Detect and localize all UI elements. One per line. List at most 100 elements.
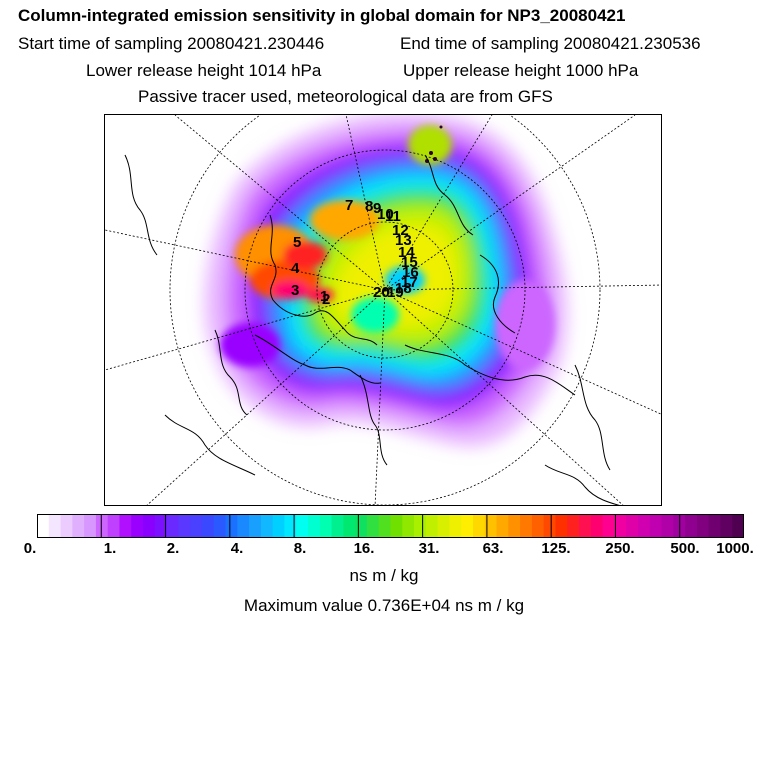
colorbar-tick-label: 1000. bbox=[716, 540, 754, 557]
colorbar-swatch bbox=[331, 514, 344, 538]
colorbar-tick-label: 16. bbox=[353, 540, 375, 557]
colorbar-swatch bbox=[414, 514, 427, 538]
colorbar-swatch bbox=[484, 514, 498, 538]
trajectory-label: 5 bbox=[293, 234, 301, 251]
colorbar-swatch bbox=[60, 514, 73, 538]
colorbar-swatch bbox=[355, 514, 368, 538]
trajectory-label: 7 bbox=[345, 197, 353, 214]
colorbar-swatch bbox=[308, 514, 321, 538]
colorbar-swatch bbox=[272, 514, 286, 538]
colorbar-swatch bbox=[366, 514, 380, 538]
colorbar-swatch bbox=[131, 514, 144, 538]
trajectory-label: 9 bbox=[373, 200, 381, 217]
colorbar-swatch bbox=[84, 514, 97, 538]
colorbar-swatch bbox=[425, 514, 439, 538]
colorbar-swatch bbox=[37, 514, 50, 538]
colorbar-border bbox=[37, 514, 744, 538]
colorbar-swatch bbox=[720, 514, 733, 538]
trajectory-label: 14 bbox=[398, 244, 415, 261]
colorbar-swatch bbox=[284, 514, 297, 538]
colorbar-swatch bbox=[614, 514, 627, 538]
colorbar-swatch bbox=[213, 514, 227, 538]
colorbar-swatch bbox=[190, 514, 203, 538]
colorbar-swatch bbox=[531, 514, 545, 538]
colorbar-swatch bbox=[119, 514, 132, 538]
trajectory-label: 4 bbox=[291, 260, 300, 277]
colorbar-swatch bbox=[685, 514, 698, 538]
colorbar-swatch bbox=[390, 514, 403, 538]
colorbar-tick-label: 500. bbox=[670, 540, 700, 557]
trajectory-label: 13 bbox=[395, 232, 412, 249]
trajectory-label: 17 bbox=[401, 274, 418, 291]
trajectory-label: 1 bbox=[320, 288, 328, 305]
trajectory-label: 15 bbox=[401, 254, 418, 271]
colorbar-swatch bbox=[378, 514, 392, 538]
colorbar-swatch bbox=[95, 514, 109, 538]
colorbar-swatch bbox=[143, 514, 156, 538]
colorbar-swatch bbox=[543, 514, 557, 538]
colorbar-swatch bbox=[402, 514, 415, 538]
lower-release-height-label: Lower release height 1014 hPa bbox=[86, 61, 322, 80]
upper-release-height-label: Upper release height 1000 hPa bbox=[403, 61, 639, 80]
units-label: ns m / kg bbox=[349, 566, 419, 585]
trajectory-label: 8 bbox=[365, 198, 373, 215]
colorbar-swatch bbox=[602, 514, 615, 538]
colorbar-swatch bbox=[649, 514, 663, 538]
trajectory-label: 19 bbox=[387, 284, 404, 301]
colorbar-swatch bbox=[555, 514, 568, 538]
colorbar-tick-label: 250. bbox=[605, 540, 635, 557]
colorbar-swatch bbox=[732, 514, 744, 538]
colorbar-swatch bbox=[48, 514, 62, 538]
trajectory-label: 18 bbox=[395, 280, 412, 297]
colorbar-swatch bbox=[178, 514, 191, 538]
end-time-label: End time of sampling 20080421.230536 bbox=[400, 34, 701, 53]
colorbar-swatch bbox=[637, 514, 651, 538]
colorbar-swatch bbox=[449, 514, 462, 538]
colorbar-swatch bbox=[696, 514, 710, 538]
colorbar-swatch bbox=[201, 514, 215, 538]
plot-title: Column-integrated emission sensitivity i… bbox=[18, 6, 626, 25]
colorbar-swatch bbox=[319, 514, 333, 538]
colorbar-swatch bbox=[472, 514, 486, 538]
colorbar-swatch bbox=[461, 514, 474, 538]
trajectory-label: 3 bbox=[291, 282, 299, 299]
colorbar-swatch bbox=[708, 514, 722, 538]
tracer-note-label: Passive tracer used, meteorological data… bbox=[138, 87, 553, 106]
colorbar bbox=[37, 514, 744, 538]
colorbar-swatch bbox=[166, 514, 179, 538]
colorbar-tick-label: 8. bbox=[293, 540, 307, 557]
colorbar-tick-label: 0. bbox=[23, 540, 37, 557]
colorbar-tick-label: 4. bbox=[230, 540, 244, 557]
colorbar-swatch bbox=[661, 514, 674, 538]
colorbar-swatch bbox=[107, 514, 121, 538]
colorbar-swatch bbox=[296, 514, 309, 538]
maximum-value-label: Maximum value 0.736E+04 ns m / kg bbox=[243, 596, 525, 615]
trajectory-label: 12 bbox=[392, 222, 409, 239]
colorbar-swatch bbox=[237, 514, 250, 538]
colorbar-swatch bbox=[437, 514, 451, 538]
colorbar-swatch bbox=[508, 514, 521, 538]
start-time-label: Start time of sampling 20080421.230446 bbox=[18, 34, 325, 53]
colorbar-swatch bbox=[567, 514, 580, 538]
trajectory-label: 2 bbox=[322, 291, 330, 308]
colorbar-tick-label: 125. bbox=[541, 540, 571, 557]
colorbar-tick-label: 31. bbox=[418, 540, 440, 557]
colorbar-tick-label: 2. bbox=[166, 540, 180, 557]
colorbar-swatch bbox=[249, 514, 262, 538]
colorbar-swatch bbox=[154, 514, 168, 538]
colorbar-tick-label: 63. bbox=[482, 540, 504, 557]
colorbar-swatch bbox=[72, 514, 85, 538]
colorbar-swatch bbox=[520, 514, 533, 538]
colorbar-swatch bbox=[225, 514, 238, 538]
colorbar-swatch bbox=[260, 514, 274, 538]
emission-sensitivity-field: 1 2 3 4 5 7 8 9 10 11 12 13 14 15 16 17 … bbox=[105, 115, 661, 505]
colorbar-swatch bbox=[626, 514, 639, 538]
polar-map: 1 2 3 4 5 7 8 9 10 11 12 13 14 15 16 17 … bbox=[104, 114, 662, 506]
colorbar-swatch bbox=[343, 514, 356, 538]
colorbar-swatch bbox=[590, 514, 604, 538]
trajectory-label: 16 bbox=[402, 264, 419, 281]
colorbar-swatch bbox=[496, 514, 509, 538]
colorbar-tick-label: 1. bbox=[103, 540, 117, 557]
colorbar-swatch bbox=[579, 514, 592, 538]
trajectory-label: 20 bbox=[373, 284, 390, 301]
